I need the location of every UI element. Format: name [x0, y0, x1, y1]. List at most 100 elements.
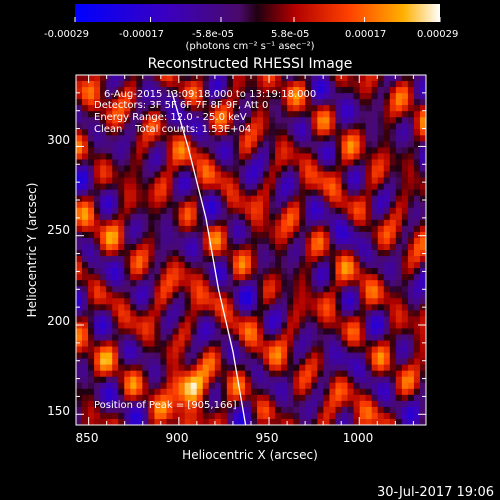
heatmap-cell: [118, 358, 125, 365]
heatmap-cell: [251, 123, 258, 130]
heatmap-cell: [76, 388, 83, 396]
heatmap-cell: [238, 225, 246, 233]
heatmap-cell: [244, 177, 252, 184]
heatmap-cell: [323, 298, 330, 305]
heatmap-cell: [359, 99, 366, 106]
heatmap-cell: [196, 328, 204, 335]
heatmap-cell: [118, 310, 125, 317]
heatmap-cell: [281, 87, 288, 94]
heatmap-cell: [383, 93, 391, 100]
heatmap-cell: [401, 274, 409, 281]
heatmap-cell: [160, 388, 167, 396]
heatmap-cell: [263, 81, 270, 88]
heatmap-cell: [220, 298, 228, 305]
heatmap-cell: [293, 262, 300, 269]
heatmap-cell: [154, 286, 161, 293]
heatmap-cell: [263, 243, 270, 251]
heatmap-cell: [154, 274, 161, 281]
heatmap-cell: [208, 189, 216, 196]
heatmap-cell: [317, 225, 324, 233]
heatmap-cell: [94, 87, 101, 94]
heatmap-cell: [172, 310, 179, 317]
heatmap-cell: [419, 394, 426, 402]
heatmap-cell: [251, 195, 258, 203]
heatmap-cell: [166, 334, 173, 341]
heatmap-cell: [76, 237, 83, 245]
heatmap-cell: [142, 189, 149, 196]
heatmap-cell: [244, 274, 252, 281]
heatmap-cell: [190, 225, 197, 233]
heatmap-cell: [287, 123, 294, 130]
heatmap-cell: [142, 129, 149, 136]
heatmap-cell: [311, 201, 318, 209]
heatmap-cell: [88, 153, 95, 160]
heatmap-cell: [184, 81, 191, 88]
heatmap-cell: [214, 376, 222, 384]
heatmap-cell: [311, 81, 318, 88]
heatmap-cell: [407, 147, 415, 154]
heatmap-cell: [257, 207, 264, 215]
heatmap-cell: [142, 328, 149, 335]
heatmap-cell: [401, 412, 409, 420]
heatmap-cell: [419, 334, 426, 341]
heatmap-cell: [232, 340, 240, 347]
heatmap-cell: [371, 177, 379, 184]
heatmap-cell: [124, 358, 131, 365]
heatmap-cell: [226, 189, 234, 196]
heatmap-cell: [172, 352, 179, 359]
heatmap-cell: [148, 225, 155, 233]
heatmap-cell: [178, 117, 185, 124]
heatmap-cell: [359, 358, 366, 365]
heatmap-cell: [112, 75, 119, 82]
heatmap-cell: [299, 382, 306, 390]
heatmap-cell: [275, 322, 282, 329]
heatmap-cell: [365, 183, 372, 190]
heatmap-cell: [190, 111, 197, 118]
heatmap-cell: [401, 81, 409, 88]
heatmap-cell: [190, 418, 197, 425]
heatmap-cell: [419, 256, 426, 263]
heatmap-cell: [407, 93, 415, 100]
heatmap-cell: [413, 207, 421, 215]
heatmap-cell: [100, 334, 107, 341]
heatmap-cell: [142, 105, 149, 112]
heatmap-cell: [76, 400, 83, 408]
heatmap-cell: [106, 87, 113, 94]
heatmap-cell: [311, 237, 318, 245]
heatmap-cell: [106, 346, 113, 353]
heatmap-cell: [305, 195, 312, 203]
heatmap-cell: [335, 123, 342, 130]
heatmap-cell: [263, 364, 270, 371]
heatmap-cell: [88, 237, 95, 245]
heatmap-cell: [148, 87, 155, 94]
heatmap-cell: [184, 250, 191, 257]
heatmap-cell: [136, 250, 143, 257]
heatmap-cell: [269, 286, 276, 293]
heatmap-cell: [263, 135, 270, 142]
heatmap-cell: [136, 364, 143, 371]
heatmap-cell: [359, 394, 366, 402]
heatmap-cell: [244, 207, 252, 215]
heatmap-cell: [383, 304, 391, 311]
heatmap-cell: [166, 231, 173, 239]
heatmap-cell: [299, 304, 306, 311]
heatmap-cell: [359, 105, 366, 112]
heatmap-cell: [269, 388, 276, 396]
heatmap-cell: [202, 129, 210, 136]
heatmap-cell: [365, 243, 372, 251]
heatmap-cell: [76, 352, 83, 359]
heatmap-cell: [106, 147, 113, 154]
heatmap-cell: [118, 256, 125, 263]
heatmap-cell: [202, 117, 210, 124]
heatmap-cell: [106, 171, 113, 178]
heatmap-cell: [263, 394, 270, 402]
heatmap-cell: [214, 117, 222, 124]
heatmap-cell: [281, 394, 288, 402]
heatmap-cell: [118, 406, 125, 414]
heatmap-cell: [413, 195, 421, 203]
heatmap-cell: [365, 328, 372, 335]
heatmap-cell: [214, 237, 222, 245]
heatmap-cell: [220, 111, 228, 118]
heatmap-cell: [100, 147, 107, 154]
heatmap-cell: [220, 87, 228, 94]
